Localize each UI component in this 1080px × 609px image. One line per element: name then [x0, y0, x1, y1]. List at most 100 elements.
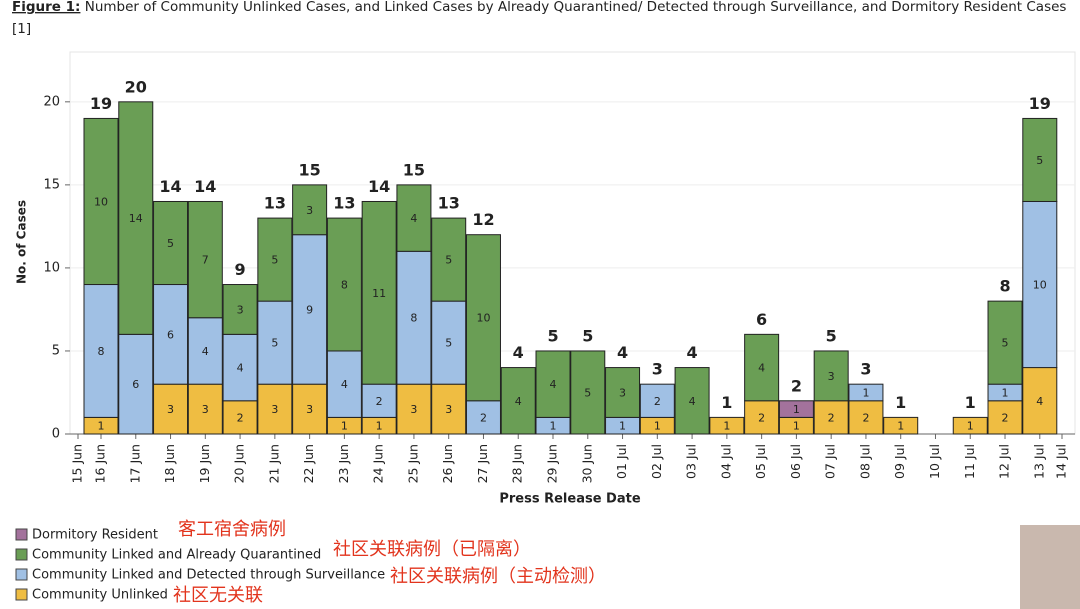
annotation: 客工宿舍病例: [178, 519, 286, 540]
total-label: 5: [547, 326, 558, 345]
bar-segment: [326, 217, 362, 352]
bar-segment: [570, 350, 606, 435]
segment-label: 1: [793, 420, 800, 433]
segment-label: 4: [410, 212, 417, 225]
x-tick-label: 22 Jun: [301, 444, 316, 483]
segment-label: 1: [862, 386, 869, 399]
y-tick-label: 0: [52, 427, 60, 442]
bar-segment: [292, 234, 328, 385]
x-tick-label: 15 Jun: [70, 444, 85, 483]
segment-label: 2: [237, 411, 244, 424]
bar-segment: [83, 284, 119, 418]
bar-segment: [83, 117, 119, 286]
bar-segment: [292, 383, 328, 435]
total-label: 6: [756, 310, 767, 329]
bar-segment: [813, 350, 849, 402]
y-tick-label: 20: [43, 94, 60, 109]
bar-segment: [361, 383, 397, 418]
bar-segment: [952, 416, 988, 435]
title: Figure 1: Number of Community Unlinked C…: [12, 0, 1066, 15]
x-tick-label: 23 Jun: [336, 444, 351, 483]
x-tick-label: 05 Jul: [753, 444, 768, 479]
x-tick-label: 03 Jul: [684, 444, 699, 479]
segment-label: 2: [758, 411, 765, 424]
bar-segment: [396, 250, 432, 385]
total-label: 13: [438, 194, 460, 213]
bar-segment: [744, 400, 780, 435]
segment-label: 1: [967, 420, 974, 433]
x-axis-label: Press Release Date: [499, 492, 640, 507]
bar-segment: [639, 383, 675, 418]
bar-segment: [396, 383, 432, 435]
segment-label: 6: [132, 378, 139, 391]
bar-segment: [431, 300, 467, 385]
total-label: 3: [860, 360, 871, 379]
segment-label: 3: [306, 204, 313, 217]
segment-label: 3: [828, 370, 835, 383]
x-tick-label: 17 Jun: [127, 444, 142, 483]
segment-label: 1: [723, 420, 730, 433]
bar-segment: [222, 284, 258, 335]
bar-segment: [848, 383, 884, 402]
x-tick-label: 16 Jun: [93, 444, 108, 483]
annotation: 社区关联病例（主动检测）: [390, 566, 606, 587]
segment-label: 6: [167, 328, 174, 341]
segment-label: 2: [828, 411, 835, 424]
total-label: 9: [235, 260, 246, 279]
y-axis-label: No. of Cases: [15, 200, 29, 284]
total-label: 8: [999, 277, 1010, 296]
segment-label: 7: [202, 254, 209, 267]
bar-segment: [292, 184, 328, 236]
segment-label: 4: [515, 395, 522, 408]
total-label: 2: [791, 376, 802, 395]
total-label: 4: [513, 343, 524, 362]
y-tick-label: 10: [43, 260, 60, 275]
segment-label: 5: [445, 337, 452, 350]
segment-label: 2: [376, 395, 383, 408]
segment-label: 2: [1002, 411, 1009, 424]
segment-label: 4: [758, 362, 765, 375]
segment-label: 8: [410, 312, 417, 325]
bar-segment: [396, 184, 432, 252]
segment-label: 4: [341, 378, 348, 391]
bar-segment: [222, 333, 258, 402]
bar-segment: [1022, 367, 1058, 435]
total-label: 5: [582, 326, 593, 345]
title-text: Number of Community Unlinked Cases, and …: [85, 0, 1067, 15]
segment-label: 3: [410, 403, 417, 416]
bar-segment: [361, 200, 397, 385]
segment-label: 4: [237, 362, 244, 375]
bar-segment: [257, 217, 293, 302]
segment-label: 5: [271, 254, 278, 267]
segment-label: 2: [862, 411, 869, 424]
segment-label: 4: [689, 395, 696, 408]
segment-label: 4: [202, 345, 209, 358]
total-label: 15: [403, 160, 425, 179]
bar-segment: [187, 317, 223, 385]
x-tick-label: 02 Jul: [649, 444, 664, 479]
legend-label: Community Linked and Detected through Su…: [32, 568, 385, 583]
segment-label: 1: [550, 420, 557, 433]
x-tick-label: 27 Jun: [475, 444, 490, 483]
total-label: 19: [1029, 94, 1051, 113]
segment-label: 8: [341, 279, 348, 292]
total-label: 14: [159, 177, 181, 196]
total-label: 1: [895, 393, 906, 412]
segment-label: 1: [654, 420, 661, 433]
bar-segment: [222, 400, 258, 435]
segment-label: 8: [98, 345, 105, 358]
bar-segment: [187, 200, 223, 319]
total-label: 4: [617, 343, 628, 362]
bar-segment: [431, 217, 467, 302]
bar-segment: [813, 400, 849, 435]
segment-label: 1: [98, 420, 105, 433]
title-prefix: Figure 1:: [12, 0, 80, 15]
x-tick-label: 06 Jul: [788, 444, 803, 479]
bar-segment: [605, 367, 641, 418]
bar-segment: [465, 234, 501, 402]
x-tick-label: 13 Jul: [1031, 444, 1046, 479]
x-tick-label: 21 Jun: [266, 444, 281, 483]
x-tick-label: 04 Jul: [718, 444, 733, 479]
segment-label: 1: [376, 420, 383, 433]
segment-label: 1: [341, 420, 348, 433]
